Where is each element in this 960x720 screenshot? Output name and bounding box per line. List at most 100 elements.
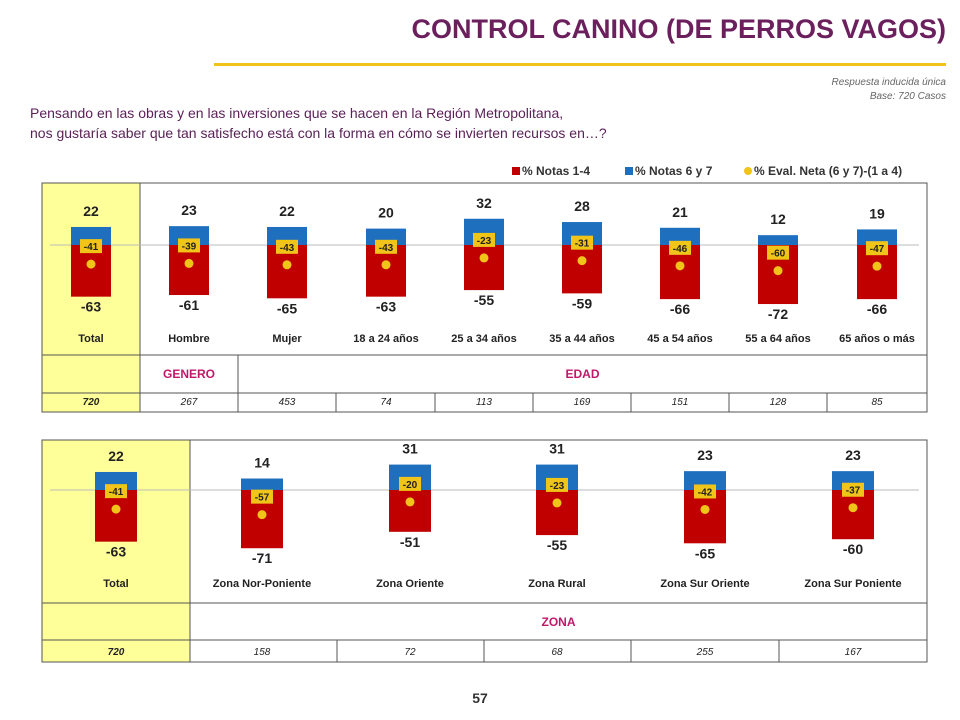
base-count-value: 68 — [551, 647, 563, 658]
net-value-label: -47 — [870, 244, 885, 255]
bar-negative — [95, 490, 137, 542]
page-number: 57 — [472, 690, 488, 706]
net-label-bg — [178, 238, 200, 253]
positive-value-label: 21 — [672, 204, 688, 220]
net-value-label: -41 — [109, 487, 124, 498]
negative-value-label: -63 — [106, 544, 126, 560]
base-count-value: 151 — [672, 397, 689, 408]
net-label-bg — [669, 240, 691, 255]
group-label: EDAD — [565, 367, 599, 381]
negative-value-label: -51 — [400, 534, 420, 550]
negative-value-label: -59 — [572, 295, 592, 311]
base-count-value: 158 — [254, 647, 271, 658]
title-underline — [214, 63, 946, 66]
positive-value-label: 22 — [108, 448, 124, 464]
net-marker — [848, 503, 858, 513]
base-count-value: 720 — [108, 647, 125, 658]
positive-value-label: 22 — [279, 203, 295, 219]
net-marker — [773, 266, 783, 276]
net-marker — [405, 497, 415, 507]
legend-swatch — [625, 167, 633, 175]
category-label: Zona Sur Poniente — [804, 578, 901, 590]
total-column-bg — [42, 183, 140, 412]
bar-negative — [832, 490, 874, 540]
net-label-bg — [105, 484, 127, 499]
positive-value-label: 23 — [697, 447, 713, 463]
category-label: 55 a 64 años — [745, 333, 810, 345]
legend-label: % Notas 1-4 — [522, 164, 590, 178]
net-marker — [872, 261, 882, 271]
base-count-value: 720 — [83, 397, 100, 408]
bar-negative — [536, 490, 578, 536]
bar-negative — [389, 490, 431, 532]
net-label-bg — [866, 241, 888, 256]
positive-value-label: 22 — [83, 203, 99, 219]
bar-negative — [684, 490, 726, 544]
base-count-value: 169 — [574, 397, 591, 408]
base-count-value: 167 — [845, 647, 862, 658]
bar-positive — [660, 227, 700, 245]
category-label: Zona Sur Oriente — [660, 578, 749, 590]
positive-value-label: 28 — [574, 198, 590, 214]
bar-negative — [562, 245, 602, 294]
category-label: Zona Rural — [528, 578, 585, 590]
net-marker — [479, 253, 489, 263]
net-label-bg — [473, 232, 495, 247]
category-label: Zona Nor-Poniente — [213, 578, 311, 590]
net-marker — [577, 256, 587, 266]
legend-label: % Eval. Neta (6 y 7)-(1 a 4) — [754, 164, 902, 178]
negative-value-label: -66 — [867, 301, 887, 317]
net-marker — [184, 258, 194, 268]
net-label-bg — [767, 245, 789, 260]
legend-label: % Notas 6 y 7 — [635, 164, 713, 178]
response-type: Respuesta inducida única — [831, 77, 946, 88]
base-count-value: 255 — [696, 647, 714, 658]
base-count-value: 453 — [279, 397, 296, 408]
net-marker — [111, 504, 121, 514]
base-count-value: 85 — [871, 397, 883, 408]
net-label-bg — [694, 484, 716, 499]
net-marker — [257, 510, 267, 520]
net-marker — [700, 504, 710, 514]
bar-negative — [267, 245, 307, 299]
net-value-label: -60 — [771, 249, 786, 260]
positive-value-label: 31 — [402, 441, 418, 457]
negative-value-label: -60 — [843, 541, 863, 557]
positive-value-label: 12 — [770, 211, 786, 227]
base-count-value: 113 — [476, 397, 492, 408]
net-value-label: -42 — [698, 487, 713, 498]
positive-value-label: 20 — [378, 205, 394, 221]
category-label: Hombre — [168, 333, 210, 345]
bar-positive — [241, 478, 283, 490]
question-text: Pensando en las obras y en las inversion… — [30, 103, 607, 143]
net-value-label: -57 — [255, 493, 270, 504]
base-count: Base: 720 Casos — [869, 91, 946, 102]
bar-negative — [71, 245, 111, 297]
positive-value-label: 14 — [254, 455, 270, 471]
group-label: GENERO — [163, 367, 215, 381]
base-count-value: 74 — [380, 397, 392, 408]
category-label: 25 a 34 años — [451, 333, 516, 345]
bar-negative — [464, 245, 504, 291]
net-marker — [381, 260, 391, 270]
net-label-bg — [399, 476, 421, 491]
net-value-label: -23 — [477, 236, 492, 247]
negative-value-label: -65 — [695, 545, 715, 561]
negative-value-label: -61 — [179, 297, 199, 313]
category-label: Total — [78, 333, 103, 345]
legend-swatch — [512, 167, 520, 175]
net-label-bg — [251, 489, 273, 504]
net-marker — [86, 259, 96, 269]
net-label-bg — [571, 235, 593, 250]
base-count-value: 267 — [180, 397, 198, 408]
group-label: ZONA — [542, 615, 576, 629]
net-value-label: -39 — [182, 241, 197, 252]
net-value-label: -37 — [846, 486, 861, 497]
net-label-bg — [546, 477, 568, 492]
net-value-label: -20 — [403, 480, 418, 491]
legend-swatch — [744, 167, 752, 175]
bar-positive — [857, 229, 897, 245]
category-label: Zona Oriente — [376, 578, 444, 590]
negative-value-label: -65 — [277, 300, 297, 316]
